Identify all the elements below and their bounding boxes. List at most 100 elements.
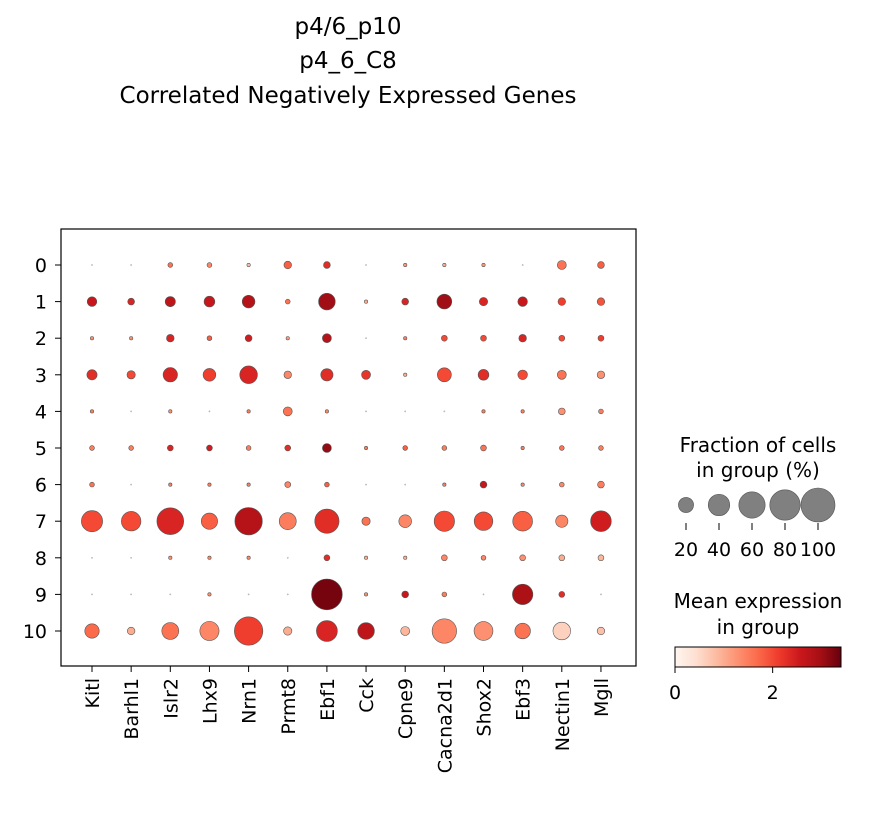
dot-1-Nrn1 bbox=[241, 294, 256, 309]
colorbar-label-0: 0 bbox=[669, 682, 681, 704]
dot-10-Cck bbox=[357, 622, 375, 640]
y-tick-label-9: 9 bbox=[35, 584, 47, 606]
size-legend-dot-40 bbox=[707, 493, 731, 517]
dot-1-Ebf1 bbox=[318, 292, 336, 311]
x-tick-label-Mgll: Mgll bbox=[591, 678, 613, 717]
color-legend: Mean expression in group 0 2 bbox=[669, 589, 842, 704]
dot-9-Shox2 bbox=[482, 593, 485, 596]
dot-5-Mgll bbox=[598, 445, 604, 451]
dot-2-Cpne9 bbox=[403, 336, 408, 341]
dot-3-Lhx9 bbox=[202, 368, 217, 382]
dot-0-Ebf3 bbox=[521, 264, 524, 266]
dot-10-Barhl1 bbox=[127, 626, 136, 636]
dot-0-Nectin1 bbox=[556, 260, 567, 270]
size-legend-label-80: 80 bbox=[773, 539, 797, 561]
title-line-3: Correlated Negatively Expressed Genes bbox=[120, 83, 577, 109]
dot-6-Lhx9 bbox=[207, 482, 212, 487]
x-tick-label-Shox2: Shox2 bbox=[474, 678, 496, 736]
y-tick-label-0: 0 bbox=[35, 255, 47, 277]
y-tick-label-3: 3 bbox=[35, 365, 47, 387]
dot-9-Cacna2d1 bbox=[441, 591, 448, 598]
dot-4-Nectin1 bbox=[558, 407, 566, 416]
dot-1-Mgll bbox=[596, 297, 606, 306]
dot-3-Ebf1 bbox=[320, 368, 334, 382]
dot-9-Cck bbox=[364, 592, 369, 597]
dot-5-Ebf1 bbox=[322, 443, 332, 453]
dot-7-Cacna2d1 bbox=[433, 510, 455, 532]
x-axis: Kitl Barhl1 Islr2 Lhx9 Nrn1 Prmt8 Ebf1 Cck Cpne9… bbox=[82, 666, 613, 773]
dot-1-Nectin1 bbox=[557, 297, 566, 306]
dot-8-Islr2 bbox=[168, 555, 173, 560]
dot-10-Lhx9 bbox=[199, 621, 220, 641]
dot-7-Cck bbox=[361, 516, 371, 526]
dot-8-Mgll bbox=[597, 554, 605, 562]
dot-10-Nectin1 bbox=[552, 621, 571, 641]
dot-4-Shox2 bbox=[481, 409, 486, 414]
dot-1-Ebf3 bbox=[517, 296, 528, 307]
dot-9-Ebf1 bbox=[311, 578, 343, 611]
dot-3-Kitl bbox=[86, 369, 98, 381]
dot-0-Shox2 bbox=[481, 262, 486, 267]
dot-6-Shox2 bbox=[479, 480, 488, 489]
dot-6-Ebf3 bbox=[520, 482, 525, 487]
y-axis: 0 1 2 3 4 5 6 7 8 9 10 bbox=[23, 255, 61, 643]
dot-8-Ebf3 bbox=[519, 554, 526, 562]
dot-1-Shox2 bbox=[479, 297, 488, 307]
dot-5-Cacna2d1 bbox=[441, 445, 448, 451]
x-tick-label-Barhl1: Barhl1 bbox=[121, 678, 143, 740]
colorbar-label-2: 2 bbox=[767, 682, 779, 704]
dot-7-Prmt8 bbox=[278, 512, 297, 531]
dot-4-Mgll bbox=[598, 408, 604, 415]
color-legend-title-line-1: Mean expression bbox=[674, 589, 843, 613]
dot-3-Cck bbox=[361, 369, 371, 380]
dot-6-Islr2 bbox=[168, 482, 173, 487]
dot-8-Barhl1 bbox=[130, 557, 132, 559]
dot-7-Islr2 bbox=[156, 507, 184, 535]
dot-9-Lhx9 bbox=[207, 592, 212, 597]
dot-5-Lhx9 bbox=[206, 444, 213, 452]
dot-8-Nectin1 bbox=[558, 554, 566, 562]
x-tick-label-Ebf3: Ebf3 bbox=[513, 678, 535, 721]
size-legend-label-20: 20 bbox=[674, 539, 698, 561]
dot-2-Cck bbox=[365, 337, 367, 339]
dot-6-Cpne9 bbox=[404, 483, 406, 486]
dot-3-Nectin1 bbox=[556, 369, 567, 380]
dot-9-Mgll bbox=[600, 593, 602, 596]
dot-7-Ebf1 bbox=[314, 508, 340, 534]
dot-0-Cpne9 bbox=[403, 262, 408, 267]
dot-3-Prmt8 bbox=[283, 370, 292, 379]
dot-8-Kitl bbox=[91, 557, 93, 559]
dot-4-Cck bbox=[365, 410, 367, 413]
dot-1-Barhl1 bbox=[127, 297, 135, 306]
dot-9-Islr2 bbox=[169, 593, 172, 596]
dot-4-Cacna2d1 bbox=[443, 410, 446, 413]
dot-4-Ebf1 bbox=[324, 409, 329, 414]
dot-3-Cacna2d1 bbox=[437, 367, 452, 383]
chart-title: p4/6_p10 p4_6_C8 Correlated Negatively E… bbox=[120, 14, 577, 109]
dot-1-Cacna2d1 bbox=[436, 293, 453, 310]
dot-7-Nectin1 bbox=[555, 514, 569, 528]
size-legend-label-60: 60 bbox=[740, 539, 764, 561]
dot-0-Islr2 bbox=[167, 262, 174, 268]
x-tick-label-Cpne9: Cpne9 bbox=[395, 678, 417, 739]
dot-9-Nectin1 bbox=[558, 591, 566, 598]
dot-7-Kitl bbox=[81, 510, 103, 533]
colorbar bbox=[674, 646, 842, 668]
dot-4-Kitl bbox=[90, 409, 95, 414]
dot-4-Prmt8 bbox=[282, 406, 293, 417]
x-tick-label-Lhx9: Lhx9 bbox=[199, 678, 221, 724]
dot-6-Prmt8 bbox=[284, 481, 291, 488]
dot-6-Cck bbox=[365, 483, 367, 486]
dot-2-Barhl1 bbox=[129, 336, 134, 341]
x-tick-label-Nrn1: Nrn1 bbox=[239, 678, 261, 724]
dot-9-Nrn1 bbox=[247, 593, 250, 596]
dot-9-Cpne9 bbox=[401, 590, 409, 599]
dot-8-Nrn1 bbox=[246, 555, 251, 560]
dot-10-Cacna2d1 bbox=[431, 618, 457, 644]
dot-1-Prmt8 bbox=[285, 298, 291, 305]
size-legend-label-100: 100 bbox=[800, 539, 836, 561]
dot-5-Shox2 bbox=[480, 444, 487, 452]
dot-10-Shox2 bbox=[473, 621, 494, 641]
dot-8-Shox2 bbox=[480, 555, 487, 561]
